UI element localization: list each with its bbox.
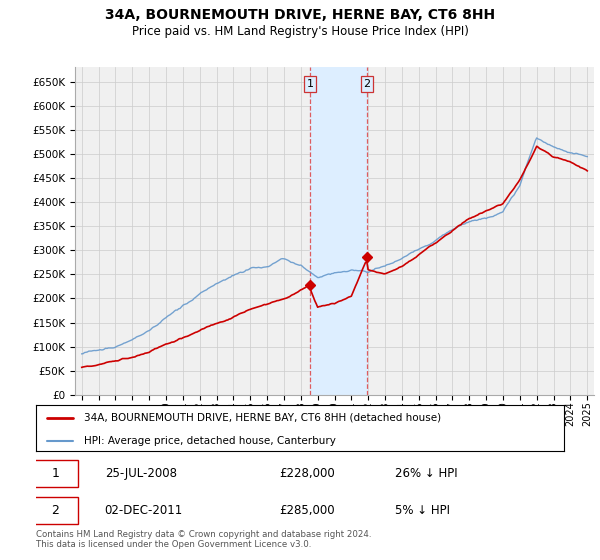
Text: 1: 1 xyxy=(52,467,59,480)
Text: 2: 2 xyxy=(363,79,370,89)
Text: HPI: Average price, detached house, Canterbury: HPI: Average price, detached house, Cant… xyxy=(83,436,335,446)
Text: 34A, BOURNEMOUTH DRIVE, HERNE BAY, CT6 8HH (detached house): 34A, BOURNEMOUTH DRIVE, HERNE BAY, CT6 8… xyxy=(83,413,440,423)
FancyBboxPatch shape xyxy=(34,460,78,487)
Text: 2: 2 xyxy=(52,504,59,517)
Text: 02-DEC-2011: 02-DEC-2011 xyxy=(104,504,183,517)
Text: Price paid vs. HM Land Registry's House Price Index (HPI): Price paid vs. HM Land Registry's House … xyxy=(131,25,469,38)
Text: 1: 1 xyxy=(307,79,313,89)
Text: £285,000: £285,000 xyxy=(279,504,335,517)
Bar xyxy=(310,67,367,395)
Text: 25-JUL-2008: 25-JUL-2008 xyxy=(104,467,176,480)
Text: 26% ↓ HPI: 26% ↓ HPI xyxy=(395,467,458,480)
Text: Contains HM Land Registry data © Crown copyright and database right 2024.
This d: Contains HM Land Registry data © Crown c… xyxy=(36,530,371,549)
Text: 34A, BOURNEMOUTH DRIVE, HERNE BAY, CT6 8HH: 34A, BOURNEMOUTH DRIVE, HERNE BAY, CT6 8… xyxy=(105,8,495,22)
Text: £228,000: £228,000 xyxy=(279,467,335,480)
FancyBboxPatch shape xyxy=(34,497,78,524)
Text: 5% ↓ HPI: 5% ↓ HPI xyxy=(395,504,450,517)
